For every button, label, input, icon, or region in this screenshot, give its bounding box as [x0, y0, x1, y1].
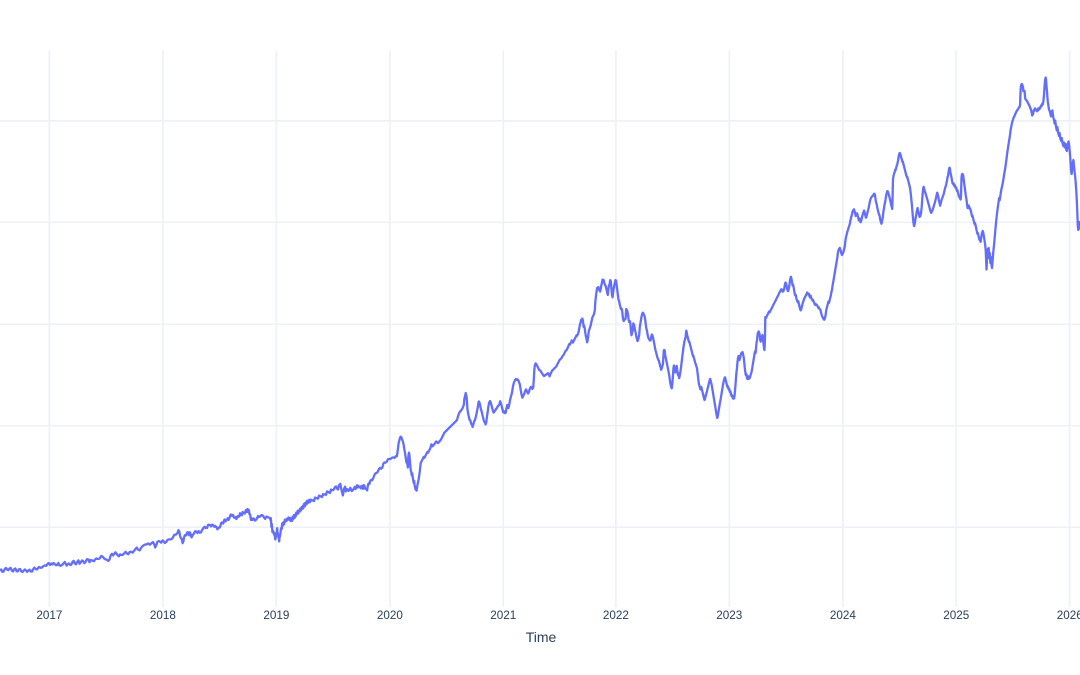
- svg-text:2022: 2022: [603, 609, 629, 622]
- svg-text:2019: 2019: [263, 609, 289, 622]
- svg-text:2017: 2017: [36, 609, 62, 622]
- svg-text:2025: 2025: [943, 609, 970, 622]
- svg-text:2020: 2020: [377, 609, 404, 622]
- svg-text:2026: 2026: [1057, 609, 1080, 622]
- svg-text:2023: 2023: [716, 609, 742, 622]
- svg-text:Time: Time: [526, 629, 557, 645]
- svg-text:2021: 2021: [490, 609, 516, 622]
- svg-text:2018: 2018: [150, 609, 176, 622]
- svg-text:2024: 2024: [830, 609, 857, 622]
